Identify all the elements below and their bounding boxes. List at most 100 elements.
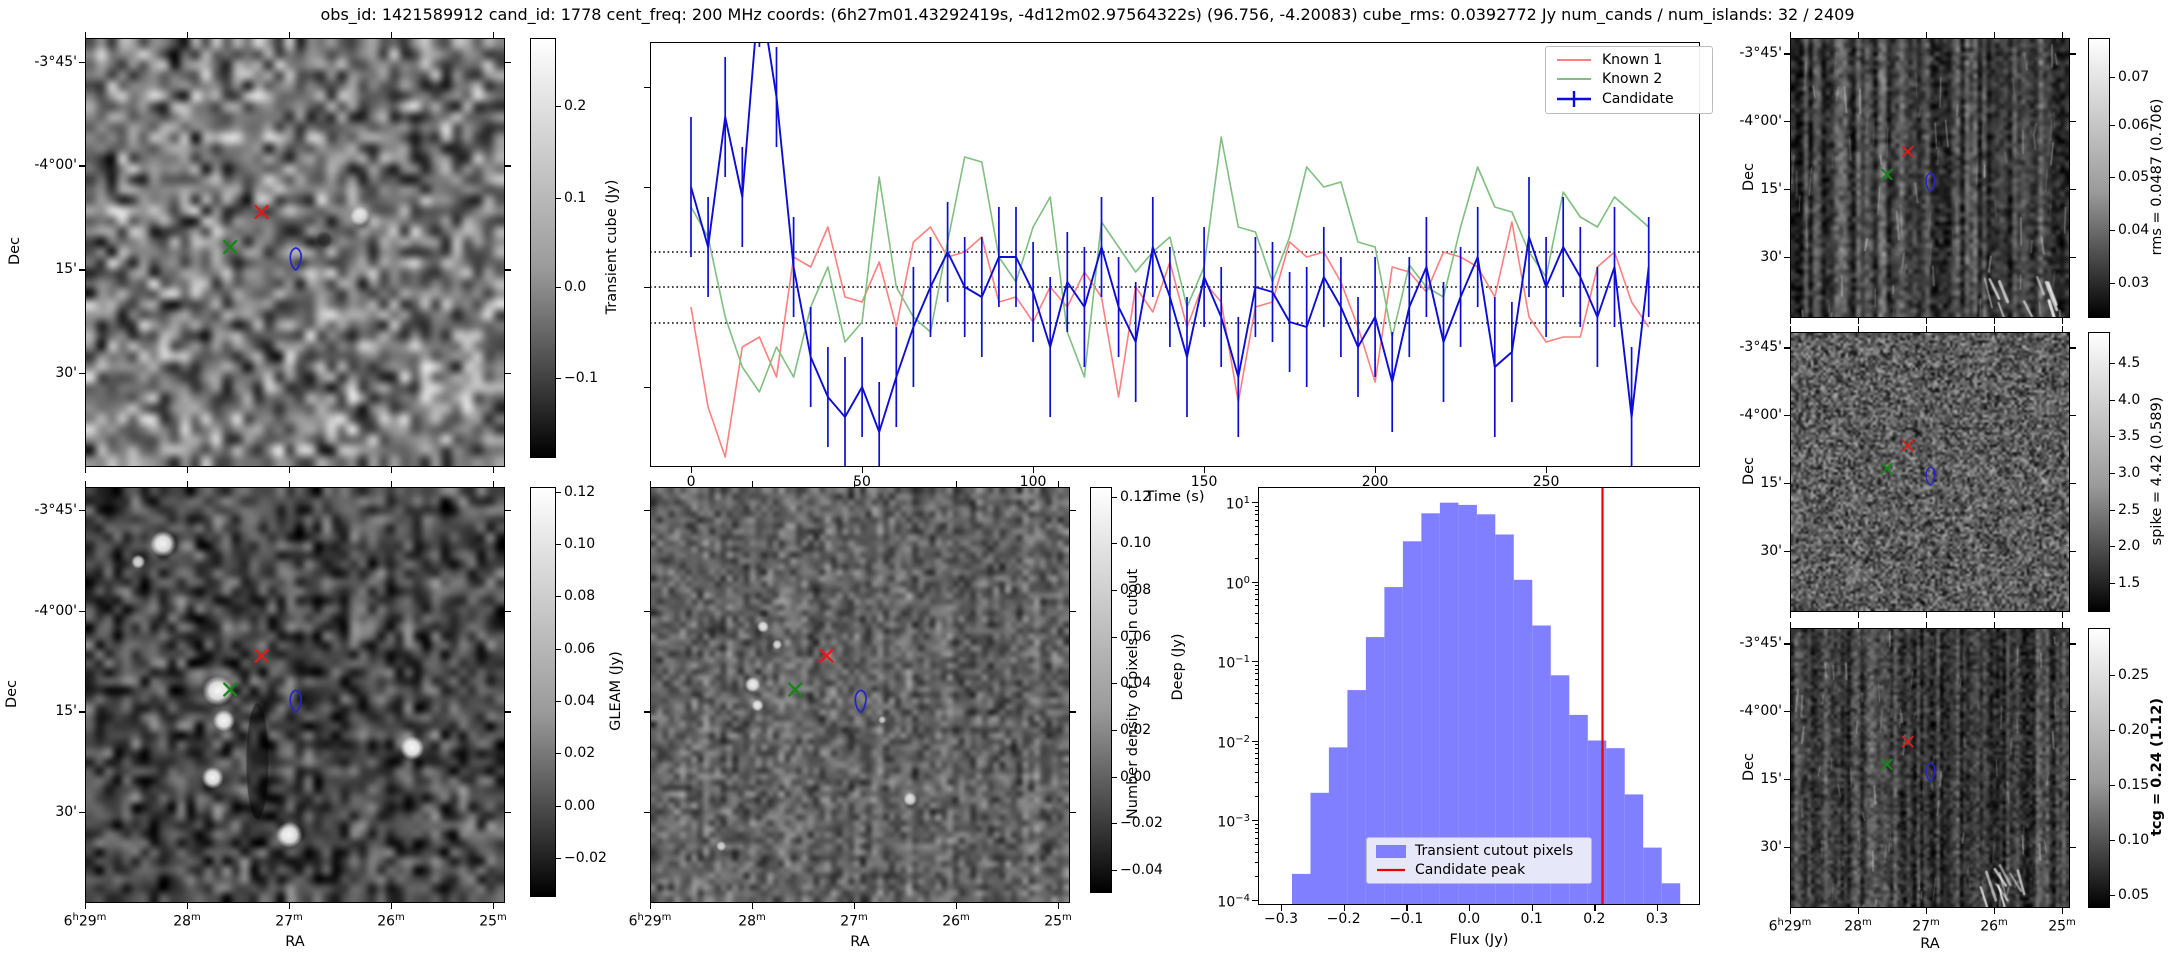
axis-tick-mark	[1790, 326, 1792, 332]
colorbar-tick-mark	[1112, 590, 1117, 592]
colorbar-tick-label: 0.10	[1120, 535, 1152, 551]
axis-tick-mark	[1254, 843, 1258, 845]
axis-tick-mark	[644, 287, 650, 289]
dec-tick-label: 30'	[55, 365, 77, 382]
dec-tick-label: -4°00'	[1739, 113, 1782, 130]
histogram-legend: Transient cutout pixels Candidate peak	[1366, 837, 1592, 884]
axis-tick-mark	[492, 467, 495, 473]
axis-tick-mark	[2061, 326, 2064, 332]
colorbar-tick-mark	[2110, 546, 2115, 548]
colorbar-tick-mark	[1112, 777, 1117, 779]
axis-tick-mark	[1254, 589, 1258, 591]
axis-tick-mark	[505, 373, 511, 375]
colorbar-tcg	[2088, 628, 2110, 908]
colorbar-tick-mark	[1112, 543, 1117, 545]
ra-tick-label: 26m	[942, 912, 970, 930]
axis-tick-mark	[2061, 622, 2064, 628]
marker-overlay	[1881, 735, 1936, 782]
axis-tick-mark	[1925, 32, 1928, 38]
axis-tick-mark	[1546, 467, 1548, 473]
axis-tick-mark	[1925, 622, 1928, 628]
colorbar-tick-mark	[556, 544, 561, 546]
time-tick-label: 150	[1190, 474, 1218, 490]
axis-tick-mark	[1280, 905, 1283, 911]
axis-tick-mark	[1070, 610, 1076, 612]
axis-tick-mark	[1784, 846, 1790, 848]
red-x-marker-icon	[254, 648, 269, 663]
axis-tick-mark	[1254, 758, 1258, 760]
axis-tick-mark	[644, 610, 650, 612]
axis-tick-mark	[1594, 905, 1596, 911]
colorbar-tick-label: 0.02	[564, 745, 596, 761]
colorbar-tick-label: 0.0	[564, 279, 587, 295]
axis-tick-mark	[650, 481, 652, 487]
axis-tick-mark	[1925, 612, 1928, 618]
colorbar-tick-label: 0.20	[2118, 722, 2150, 738]
dec-axis-label-spike: Dec	[1741, 456, 1757, 486]
colorbar-tick-label: 0.06	[2118, 117, 2150, 133]
axis-tick-mark	[644, 187, 650, 189]
axis-tick-mark	[288, 903, 291, 909]
axis-tick-mark	[505, 269, 511, 271]
ra-tick-label: 28m	[738, 912, 766, 930]
axis-tick-mark	[1858, 622, 1860, 628]
flux-tick-label: −0.3	[1263, 911, 1298, 927]
dec-tick-label: -3°45'	[34, 501, 77, 518]
colorbar-label-tcg: tcg = 0.24 (1.12)	[2149, 698, 2165, 837]
colorbar-tick-mark	[2110, 363, 2115, 365]
green-x-marker-icon	[223, 239, 238, 255]
axis-tick-mark	[391, 467, 393, 473]
dec-tick-label: 15'	[55, 261, 77, 278]
known1-line-sample-icon	[1557, 59, 1591, 61]
flux-tick-label: 0.3	[1645, 911, 1669, 927]
axis-tick-mark	[1254, 782, 1258, 784]
axis-tick-mark	[1254, 744, 1258, 746]
colorbar-tick-mark	[2110, 583, 2115, 585]
dec-tick-label: 30'	[1760, 542, 1782, 559]
red-x-marker-icon	[254, 204, 269, 220]
ra-tick-label: 28m	[1844, 917, 1872, 935]
colorbar-tick-mark	[556, 701, 561, 703]
axis-tick-mark	[1254, 752, 1258, 754]
ra-axis-label-tcg: RA	[1920, 936, 1940, 952]
axis-tick-mark	[956, 903, 958, 909]
axis-tick-mark	[1784, 53, 1790, 55]
colorbar-tick-mark	[2110, 77, 2115, 79]
lightcurve-legend: Known 1 Known 2 Candidate	[1545, 46, 1713, 114]
legend-row-candidate-peak: Candidate peak	[1376, 862, 1582, 878]
axis-tick-mark	[644, 811, 650, 814]
axis-tick-mark	[1925, 318, 1928, 324]
dec-tick-label: 15'	[1760, 180, 1782, 197]
dec-tick-label: 15'	[1760, 770, 1782, 787]
legend-label-candidate-peak: Candidate peak	[1415, 862, 1526, 878]
colorbar-tick-label: 0.08	[564, 588, 596, 604]
axis-tick-mark	[1254, 599, 1258, 601]
axis-tick-mark	[1070, 811, 1076, 814]
flux-tick-label: −0.2	[1326, 911, 1361, 927]
axis-tick-mark	[1252, 820, 1258, 822]
colorbar-tick-mark	[2110, 230, 2115, 232]
axis-tick-mark	[85, 467, 87, 473]
dec-tick-label: 15'	[55, 703, 77, 720]
ra-tick-label: 6h29m	[628, 912, 672, 930]
axis-tick-mark	[1925, 908, 1928, 914]
colorbar-tick-mark	[2110, 730, 2115, 732]
axis-tick-mark	[505, 811, 511, 814]
colorbar-tick-label: −0.02	[1120, 815, 1163, 831]
colorbar-tick-mark	[1112, 637, 1117, 639]
flux-tick-label: 0.1	[1520, 911, 1543, 927]
axis-tick-mark	[853, 903, 856, 909]
axis-tick-mark	[1254, 673, 1258, 675]
axis-tick-mark	[1254, 832, 1258, 834]
transient-cutout-canvas	[86, 39, 504, 466]
colorbar-tick-label: 0.00	[1120, 769, 1152, 785]
legend-row-known1: Known 1	[1555, 52, 1703, 68]
colorbar-tick-label: 0.03	[2118, 275, 2150, 291]
colorbar-tick-label: 0.04	[2118, 222, 2150, 238]
axis-tick-mark	[1254, 543, 1258, 545]
axis-tick-mark	[1254, 533, 1258, 535]
axis-tick-mark	[1254, 748, 1258, 750]
ra-tick-label: 25m	[1044, 912, 1072, 930]
ra-tick-label: 25m	[479, 912, 507, 930]
axis-tick-mark	[1254, 557, 1258, 559]
